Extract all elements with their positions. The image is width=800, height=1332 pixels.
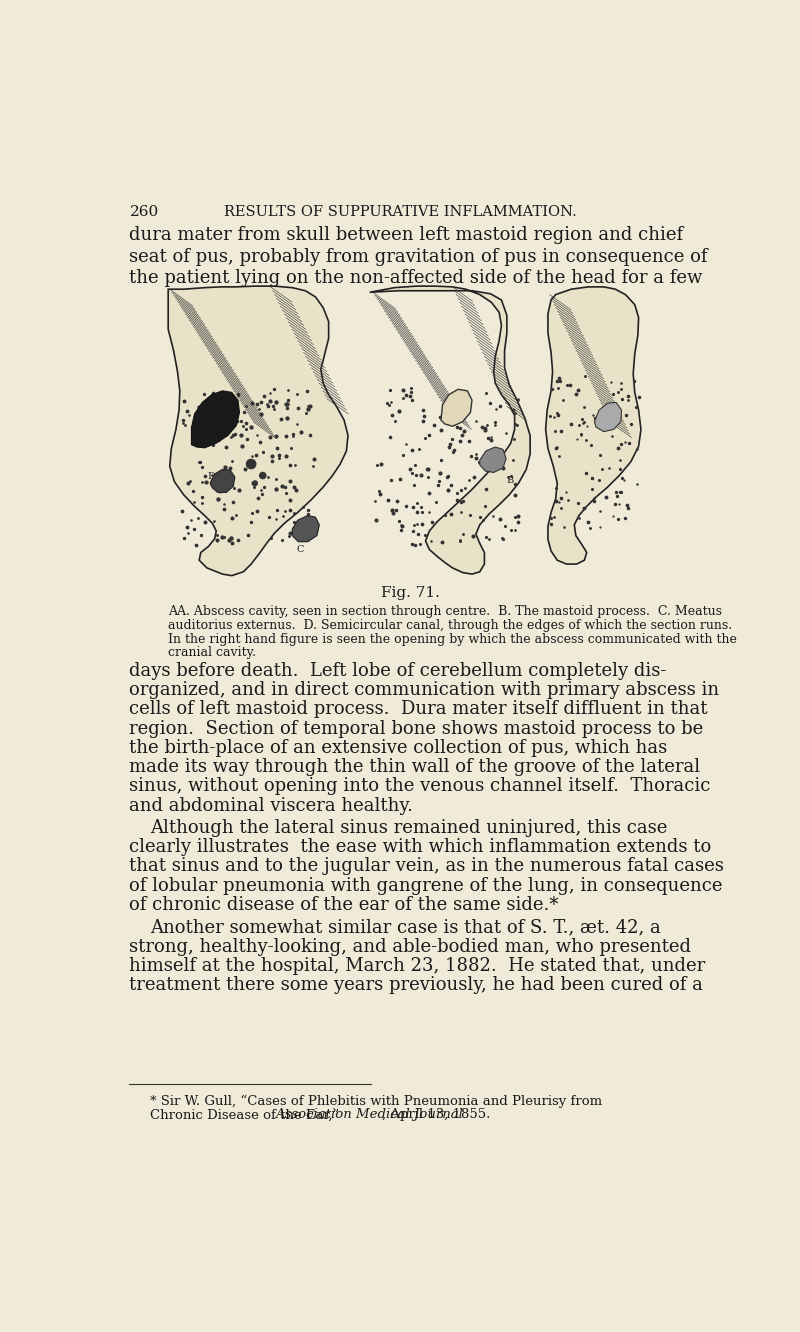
Text: dura mater from skull between left mastoid region and chief: dura mater from skull between left masto… [130,226,683,244]
Text: B: B [506,476,514,485]
Text: himself at the hospital, March 23, 1882.  He stated that, under: himself at the hospital, March 23, 1882.… [130,956,706,975]
Polygon shape [168,286,348,575]
Text: seat of pus, probably from gravitation of pus in consequence of: seat of pus, probably from gravitation o… [130,248,708,265]
Text: 260: 260 [130,205,158,218]
Circle shape [260,473,266,478]
Polygon shape [594,402,622,432]
Text: the birth-place of an extensive collection of pus, which has: the birth-place of an extensive collecti… [130,739,668,757]
Text: days before death.  Left lobe of cerebellum completely dis-: days before death. Left lobe of cerebell… [130,662,667,679]
Text: sinus, without opening into the venous channel itself.  Thoracic: sinus, without opening into the venous c… [130,778,711,795]
Text: D: D [207,472,215,481]
Text: made its way through the thin wall of the groove of the lateral: made its way through the thin wall of th… [130,758,701,777]
Text: organized, and in direct communication with primary abscess in: organized, and in direct communication w… [130,681,719,699]
Text: strong, healthy-looking, and able-bodied man, who presented: strong, healthy-looking, and able-bodied… [130,938,691,955]
Text: * Sir W. Gull, “Cases of Phlebitis with Pneumonia and Pleurisy from: * Sir W. Gull, “Cases of Phlebitis with … [150,1095,602,1108]
Polygon shape [370,286,530,574]
Polygon shape [191,390,239,448]
Text: auditorius externus.  D. Semicircular canal, through the edges of which the sect: auditorius externus. D. Semicircular can… [168,619,732,631]
Text: and abdominal viscera healthy.: and abdominal viscera healthy. [130,797,414,815]
Text: Another somewhat similar case is that of S. T., æt. 42, a: Another somewhat similar case is that of… [150,918,661,936]
Text: that sinus and to the jugular vein, as in the numerous fatal cases: that sinus and to the jugular vein, as i… [130,858,724,875]
Text: Association Medical Journal: Association Medical Journal [275,1108,463,1122]
Text: the patient lying on the non-affected side of the head for a few: the patient lying on the non-affected si… [130,269,703,288]
Text: cranial cavity.: cranial cavity. [168,646,256,659]
Text: clearly illustrates  the ease with which inflammation extends to: clearly illustrates the ease with which … [130,838,712,856]
Text: , April 13, 1855.: , April 13, 1855. [382,1108,490,1122]
Polygon shape [480,448,506,473]
Text: Although the lateral sinus remained uninjured, this case: Although the lateral sinus remained unin… [150,819,668,836]
Polygon shape [210,469,235,493]
Text: In the right hand figure is seen the opening by which the abscess communicated w: In the right hand figure is seen the ope… [168,633,737,646]
Circle shape [246,460,256,469]
Text: of lobular pneumonia with gangrene of the lung, in consequence: of lobular pneumonia with gangrene of th… [130,876,723,895]
Text: region.  Section of temporal bone shows mastoid process to be: region. Section of temporal bone shows m… [130,719,704,738]
Polygon shape [292,515,319,542]
Circle shape [253,481,258,486]
Text: treatment there some years previously, he had been cured of a: treatment there some years previously, h… [130,976,703,994]
Text: AA. Abscess cavity, seen in section through centre.  B. The mastoid process.  C.: AA. Abscess cavity, seen in section thro… [168,605,722,618]
Text: C: C [296,545,303,554]
Text: A: A [460,397,467,406]
Text: cells of left mastoid process.  Dura mater itself diffluent in that: cells of left mastoid process. Dura mate… [130,701,708,718]
Text: Chronic Disease of the Ear,”: Chronic Disease of the Ear,” [150,1108,344,1122]
Polygon shape [546,286,641,563]
Text: Fig. 71.: Fig. 71. [381,586,439,601]
Polygon shape [441,389,472,426]
Text: of chronic disease of the ear of the same side.*: of chronic disease of the ear of the sam… [130,896,559,914]
Text: RESULTS OF SUPPURATIVE INFLAMMATION.: RESULTS OF SUPPURATIVE INFLAMMATION. [224,205,577,218]
